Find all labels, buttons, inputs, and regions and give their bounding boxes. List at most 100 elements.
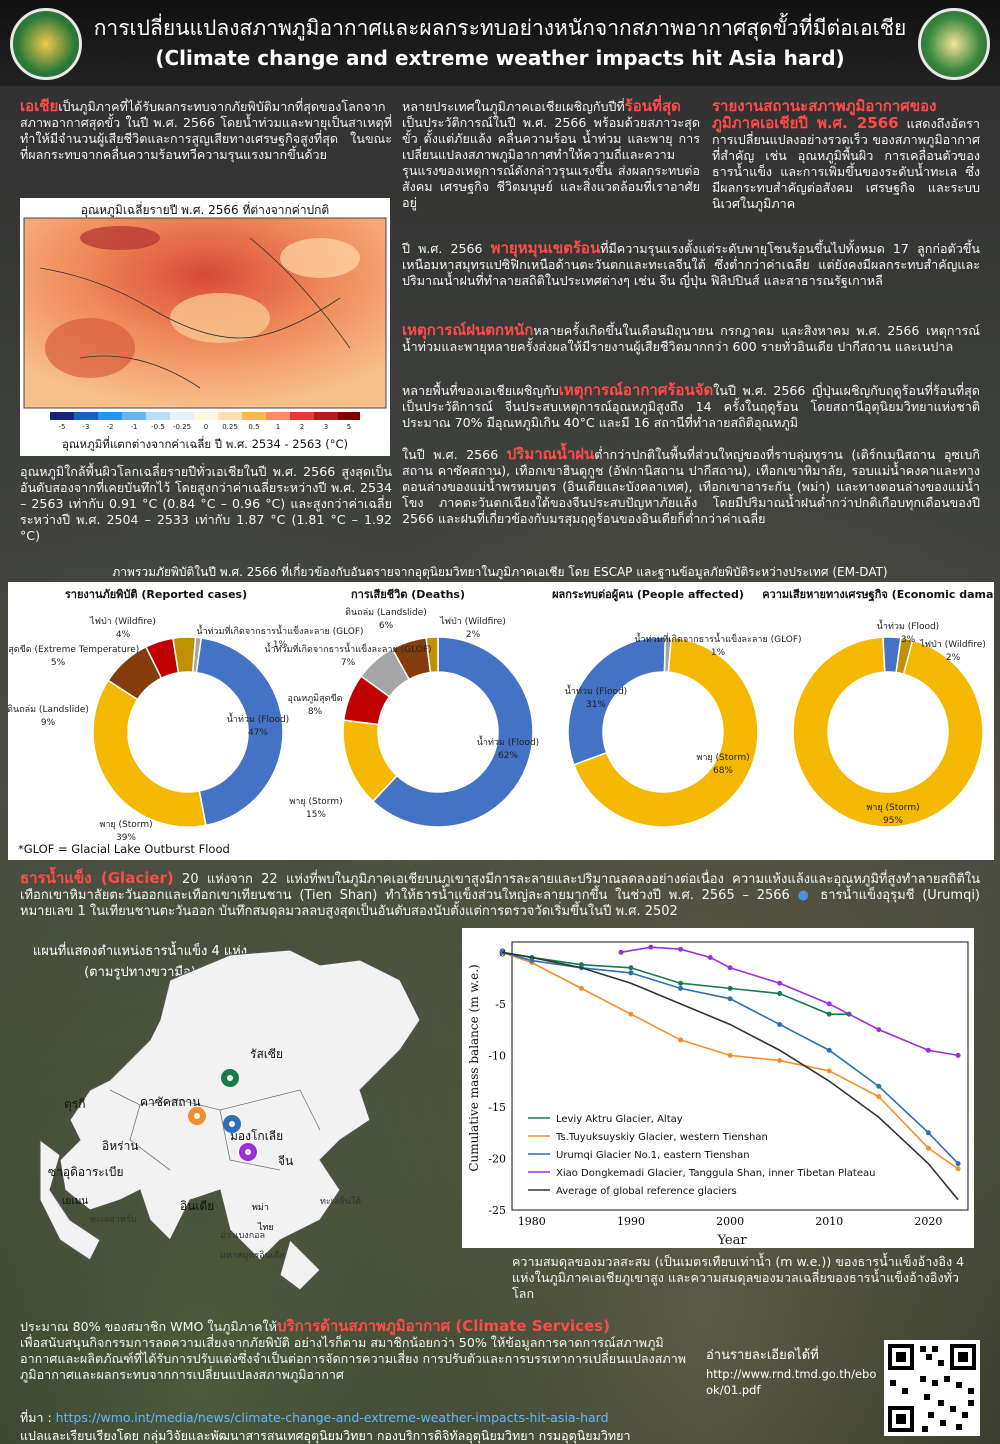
donut-0-slice-0 (195, 637, 284, 827)
donut-2-slice-1 (567, 636, 667, 766)
donut-3-slice-0 (792, 636, 984, 828)
legend-label-4: Average of global reference glaciers (556, 1186, 737, 1197)
series-0-point (826, 1011, 832, 1017)
series-1-point (628, 1011, 634, 1017)
series-2-point (777, 1021, 783, 1027)
svg-text:เยเมน: เยเมน (62, 1196, 88, 1207)
series-2-point (876, 1083, 882, 1089)
svg-text:จีน: จีน (278, 1154, 293, 1168)
temp-map-colorbar (50, 412, 360, 420)
svg-text:0.5: 0.5 (248, 423, 259, 431)
qr-code[interactable] (884, 1340, 980, 1436)
donut-charts-svg: รายงานภัยพิบัติ (Reported cases) การเสีย… (0, 588, 1000, 843)
donut-0-slice-5 (191, 636, 203, 674)
asia-map-graphic: รัสเซีย คาซัคสถาน มองโกเลีย จีน ตุรกี อิ… (39, 949, 421, 1291)
glacier-location-map: แผนที่แสดงตำแหน่งธารน้ำแข็ง 4 แห่ง (ตามร… (20, 940, 460, 1300)
value-affected-flood: 31% (586, 700, 606, 710)
source-link[interactable]: https://wmo.int/media/news/climate-chang… (55, 1410, 609, 1425)
svg-text:1: 1 (276, 423, 280, 431)
svg-text:2: 2 (300, 423, 304, 431)
line-chart-frame (511, 941, 969, 1211)
series-3-point (727, 965, 733, 971)
typhoon-paragraph: ปี พ.ศ. 2566 พายุหมุนเขตร้อนที่มีความรุน… (402, 239, 980, 288)
series-3-point (955, 1052, 961, 1058)
glacier-mass-balance-chart: 198019902000201020200-5-10-15-20-25 Year… (462, 928, 974, 1248)
header: การเปลี่ยนแปลงสภาพภูมิอากาศและผลกระทบอย่… (0, 0, 1000, 86)
y-tick-label: -20 (488, 1152, 506, 1165)
temperature-paragraph: อุณหภูมิใกล้พื้นผิวโลกเฉลี่ยรายปีทั่วเอเ… (20, 464, 392, 543)
series-1-point (727, 1052, 733, 1058)
series-3-point (648, 944, 654, 950)
svg-text:อิหร่าน: อิหร่าน (102, 1139, 139, 1153)
label-deaths-storm: พายุ (Storm) (289, 797, 342, 807)
x-tick-label: 1980 (518, 1215, 546, 1228)
series-3-point (925, 1047, 931, 1053)
more-info-url[interactable]: http://www.rnd.tmd.go.th/ebook/01.pdf (706, 1367, 877, 1397)
x-tick-label: 2020 (914, 1215, 942, 1228)
series-3-point (826, 1001, 832, 1007)
title-thai: การเปลี่ยนแปลงสภาพภูมิอากาศและผลกระทบอย่… (93, 16, 907, 40)
heatwave-paragraph: หลายพื้นที่ของเอเชียเผชิญกับเหตุการณ์อาก… (402, 381, 980, 430)
legend-label-2: Urumqi Glacier No.1, eastern Tienshan (556, 1150, 750, 1161)
legend-label-1: Ts.Tuyuksuyskiy Glacier, western Tiensha… (555, 1132, 768, 1143)
series-3-point (618, 949, 624, 955)
y-tick-label: -10 (488, 1049, 506, 1062)
value-affected-storm: 68% (713, 766, 733, 776)
svg-text:5: 5 (347, 423, 351, 431)
svg-text:มองโกเลีย: มองโกเลีย (230, 1129, 283, 1143)
series-0-point (777, 991, 783, 997)
series-2-point (727, 996, 733, 1002)
series-2-point (826, 1047, 832, 1053)
precipitation-paragraph: ในปี พ.ศ. 2566 ปริมาณน้ำฝนต่ำกว่าปกติในพ… (402, 445, 980, 526)
intro-asia: เอเชียเป็นภูมิภาคที่ได้รับผลกระทบจากภัยพ… (20, 97, 392, 162)
disaster-overview-title: ภาพรวมภัยพิบัติในปี พ.ศ. 2566 ที่เกี่ยวข… (112, 565, 888, 579)
temp-map-graphic: -5 -3 -2 -1 -0.5 -0.25 0 0.25 0.5 1 2 3 … (23, 217, 387, 431)
donut-1-slice-5 (425, 636, 439, 674)
series-2-point (955, 1161, 961, 1167)
marker-leviy-aktru (221, 1069, 239, 1087)
svg-text:-1: -1 (131, 423, 138, 431)
series-1-point (678, 1037, 684, 1043)
svg-text:อ่าวเบงกอล: อ่าวเบงกอล (220, 1231, 265, 1241)
svg-text:0.25: 0.25 (222, 423, 238, 431)
value-deaths-extreme: 8% (308, 707, 323, 717)
value-deaths-flood: 62% (498, 751, 518, 761)
y-tick-label: -5 (495, 998, 506, 1011)
label-affected-storm: พายุ (Storm) (696, 753, 749, 763)
svg-text:3: 3 (324, 423, 328, 431)
line-ylabel: Cumulative mass balance (m w.e.) (467, 964, 481, 1171)
series-3-point (678, 946, 684, 952)
temp-map-title: อุณหภูมิเฉลี่ยรายปี พ.ศ. 2566 ที่ต่างจาก… (80, 203, 330, 217)
label-deaths-wildfire: ไฟป่า (Wildfire) (439, 616, 506, 627)
disaster-donut-charts: รายงานภัยพิบัติ (Reported cases) การเสีย… (0, 582, 1000, 860)
label-deaths-landslide: ดินถล่ม (Landslide) (345, 607, 427, 618)
glacier-map-title: แผนที่แสดงตำแหน่งธารน้ำแข็ง 4 แห่ง (ตามร… (32, 944, 248, 980)
series-3-point (707, 954, 713, 960)
svg-text:ทะเลจีนใต้: ทะเลจีนใต้ (320, 1196, 361, 1207)
value-reported-landslide: 9% (41, 718, 56, 728)
line-chart-caption: ความสมดุลของมวลสะสม (เป็นเมตรเทียบเท่าน้… (512, 1254, 965, 1301)
value-deaths-wildfire: 2% (466, 630, 481, 640)
value-economic-wildfire: 2% (946, 653, 961, 663)
label-reported-wildfire: ไฟป่า (Wildfire) (89, 616, 156, 627)
glacier-paragraph: ธารน้ำแข็ง (Glacier) 20 แห่งจาก 22 แห่งท… (20, 869, 981, 919)
temperature-anomaly-map: อุณหภูมิเฉลี่ยรายปี พ.ศ. 2566 ที่ต่างจาก… (20, 198, 390, 456)
heavy-rain-paragraph: เหตุการณ์ฝนตกหนักหลายครั้งเกิดขึ้นในเดือ… (402, 321, 980, 354)
svg-text:มหาสมุทรอินเดีย: มหาสมุทรอินเดีย (220, 1250, 285, 1261)
value-reported-wildfire: 4% (116, 630, 131, 640)
label-deaths-glof: น้ำท่วมที่เกิดจากธารน้ำแข็งละลาย (GLOF) (264, 642, 431, 655)
svg-text:ทะเลอาหรับ: ทะเลอาหรับ (90, 1215, 137, 1225)
qr-code-graphic (888, 1344, 976, 1432)
credit-line: แปลและเรียบเรียงโดย กลุ่มวิจัยและพัฒนาสา… (20, 1428, 631, 1443)
value-deaths-landslide: 6% (379, 621, 394, 631)
label-economic-wildfire: ไฟป่า (Wildfire) (919, 639, 986, 650)
svg-text:คาซัคสถาน: คาซัคสถาน (140, 1095, 200, 1109)
value-economic-storm: 95% (883, 816, 903, 826)
series-line-4 (501, 951, 959, 1201)
value-reported-glof: 1% (273, 640, 288, 650)
temp-map-scale-labels: -5 -3 -2 -1 -0.5 -0.25 0 0.25 0.5 1 2 3 … (59, 423, 352, 431)
label-economic-storm: พายุ (Storm) (866, 803, 919, 813)
donut-title-affected: ผลกระทบต่อผู้คน (People affected) (552, 588, 744, 602)
value-deaths-glof: 7% (341, 658, 356, 668)
glacier-markers (188, 1069, 257, 1161)
